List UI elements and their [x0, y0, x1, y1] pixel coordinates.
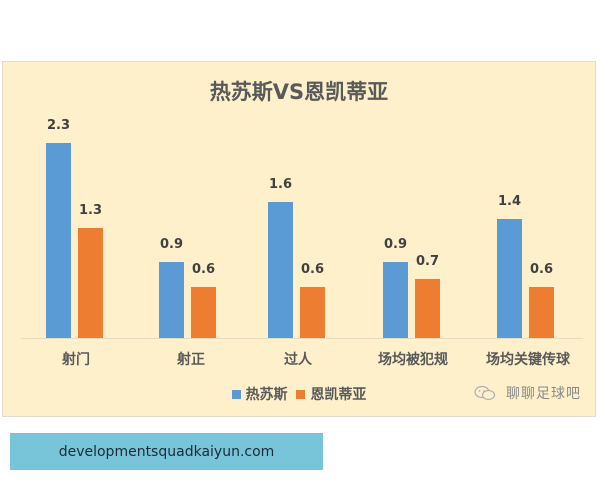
data-label: 0.6 — [300, 262, 325, 277]
bar-jesus[interactable] — [46, 143, 71, 338]
bar-jesus[interactable] — [268, 202, 293, 338]
watermark-text: 聊聊足球吧 — [506, 386, 581, 402]
url-banner[interactable]: developmentsquadkaiyun.com — [10, 433, 323, 470]
bar-nketiah[interactable] — [415, 279, 440, 338]
legend: 热苏斯 恩凯蒂亚 — [3, 384, 595, 404]
chart-title: 热苏斯VS恩凯蒂亚 — [209, 80, 389, 104]
data-label: 0.9 — [383, 237, 408, 252]
watermark: 聊聊足球吧 — [474, 383, 581, 403]
bar-nketiah[interactable] — [529, 287, 554, 338]
category-label: 射门 — [62, 352, 90, 368]
data-label: 0.9 — [159, 237, 184, 252]
plot-area: 2.3 0.9 1.6 0.9 1.4 1.3 0.6 0.6 0.7 0.6 射门 射正 过人 … — [3, 62, 595, 416]
legend-label: 热苏斯 — [245, 387, 288, 403]
category-label: 过人 — [284, 352, 312, 368]
bar-nketiah[interactable] — [78, 228, 103, 338]
x-axis-line — [21, 338, 583, 339]
bar-jesus[interactable] — [497, 219, 522, 338]
data-label: 1.4 — [497, 194, 522, 209]
url-text[interactable]: developmentsquadkaiyun.com — [58, 443, 275, 460]
legend-label: 恩凯蒂亚 — [310, 387, 367, 403]
data-label: 1.3 — [78, 203, 103, 218]
bar-nketiah[interactable] — [300, 287, 325, 338]
legend-swatch-orange — [296, 389, 306, 399]
wechat-icon — [474, 385, 496, 401]
legend-item-nketiah[interactable]: 恩凯蒂亚 — [296, 384, 366, 404]
chart-panel: 热苏斯VS恩凯蒂亚 2.3 0.9 1.6 0.9 1.4 1.3 0.6 0.6 0.7 0.6… — [2, 61, 596, 417]
legend-swatch-blue — [231, 389, 241, 399]
data-label: 2.3 — [46, 118, 71, 133]
data-label: 0.7 — [415, 254, 440, 269]
category-label: 场均关键传球 — [486, 352, 570, 368]
legend-item-jesus[interactable]: 热苏斯 — [231, 384, 288, 404]
bar-nketiah[interactable] — [191, 287, 216, 338]
data-label: 0.6 — [529, 262, 554, 277]
data-label: 0.6 — [191, 262, 216, 277]
category-label: 射正 — [177, 352, 205, 368]
data-label: 1.6 — [268, 177, 293, 192]
bar-jesus[interactable] — [159, 262, 184, 338]
bar-jesus[interactable] — [383, 262, 408, 338]
category-label: 场均被犯规 — [378, 352, 448, 368]
